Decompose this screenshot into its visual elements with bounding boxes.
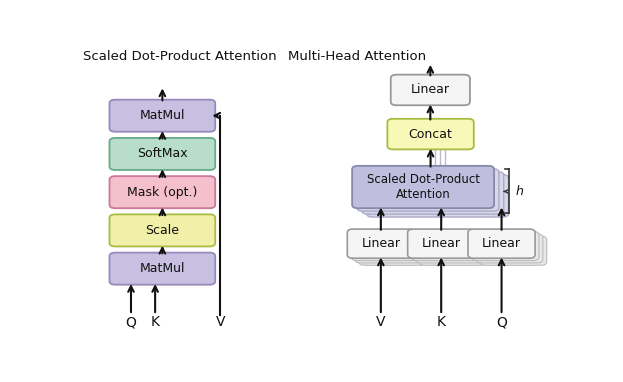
FancyBboxPatch shape (391, 74, 470, 105)
FancyBboxPatch shape (416, 234, 482, 263)
FancyBboxPatch shape (357, 169, 499, 211)
Text: Concat: Concat (409, 128, 452, 141)
FancyBboxPatch shape (472, 231, 539, 261)
Text: K: K (151, 315, 159, 329)
Text: Q: Q (496, 315, 507, 329)
FancyBboxPatch shape (110, 214, 215, 246)
Text: V: V (216, 315, 225, 329)
Text: Scaled Dot-Product Attention: Scaled Dot-Product Attention (83, 50, 277, 63)
Text: Linear: Linear (482, 237, 521, 250)
FancyBboxPatch shape (359, 236, 426, 265)
FancyBboxPatch shape (110, 138, 215, 170)
Text: Linear: Linear (411, 83, 450, 97)
FancyBboxPatch shape (407, 229, 475, 258)
Text: Mask (opt.): Mask (opt.) (127, 186, 197, 199)
Text: Linear: Linear (361, 237, 401, 250)
FancyBboxPatch shape (366, 175, 508, 217)
FancyBboxPatch shape (355, 234, 422, 263)
FancyBboxPatch shape (388, 119, 474, 149)
Text: K: K (437, 315, 445, 329)
Text: V: V (376, 315, 386, 329)
Text: Multi-Head Attention: Multi-Head Attention (288, 50, 426, 63)
FancyBboxPatch shape (476, 234, 543, 263)
FancyBboxPatch shape (110, 253, 215, 285)
FancyBboxPatch shape (412, 231, 478, 261)
Text: Q: Q (126, 315, 136, 329)
Text: Scale: Scale (145, 224, 179, 237)
FancyBboxPatch shape (468, 229, 535, 258)
Text: Linear: Linear (422, 237, 460, 250)
Text: h: h (516, 185, 524, 198)
FancyBboxPatch shape (362, 172, 504, 214)
FancyBboxPatch shape (419, 236, 487, 265)
FancyBboxPatch shape (352, 166, 494, 208)
FancyBboxPatch shape (351, 231, 418, 261)
Text: Scaled Dot-Product
Attention: Scaled Dot-Product Attention (366, 173, 480, 201)
Text: SoftMax: SoftMax (137, 147, 188, 160)
FancyBboxPatch shape (480, 236, 547, 265)
Text: MatMul: MatMul (140, 109, 185, 122)
Text: MatMul: MatMul (140, 262, 185, 275)
FancyBboxPatch shape (110, 100, 215, 132)
FancyBboxPatch shape (347, 229, 414, 258)
FancyBboxPatch shape (110, 176, 215, 208)
